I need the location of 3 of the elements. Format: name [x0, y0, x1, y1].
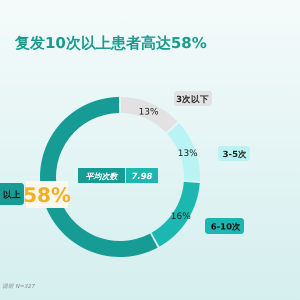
annotation: 平均次数 [86, 172, 118, 181]
annotation: 7.98 [132, 172, 152, 182]
title: 复发10次以上患者高达58% [15, 34, 207, 52]
